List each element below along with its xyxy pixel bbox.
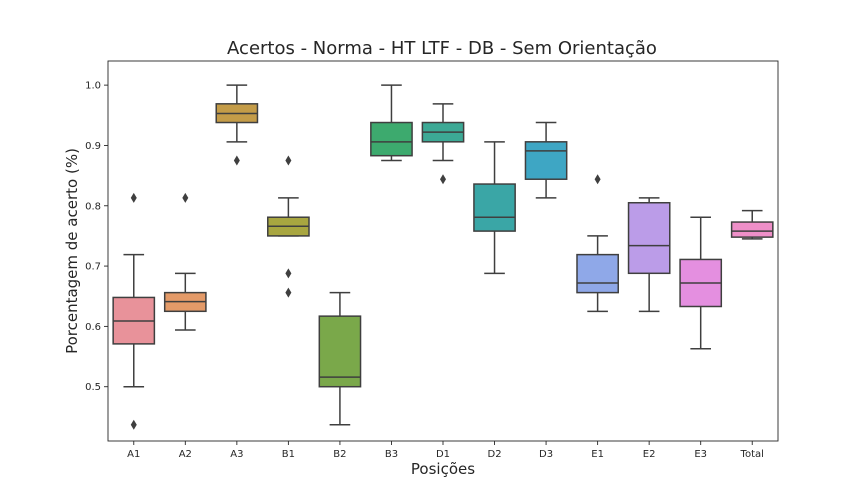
outlier-point [285,155,292,166]
x-tick-label: A2 [179,449,192,460]
iqr-box [473,183,516,232]
y-tick-label: 1.0 [85,81,101,92]
outlier-point [130,192,137,203]
y-axis: 0.5 0.6 0.7 0.8 0.9 1.0 [85,81,108,393]
outlier-point [285,268,292,279]
box-d2 [473,141,516,275]
y-tick-label: 0.6 [85,322,101,333]
box-b1 [267,155,310,298]
x-tick-label: D3 [539,449,553,460]
iqr-box [524,141,568,180]
x-tick-label: A1 [127,449,140,460]
box-a2 [163,192,207,331]
x-tick-label: D2 [488,449,502,460]
outlier-point [233,155,240,166]
iqr-box [627,201,671,275]
box-e2 [627,197,671,313]
x-tick-label: B3 [385,449,398,460]
iqr-box [318,315,362,388]
outlier-point [440,174,446,185]
x-tick-label: A3 [230,449,243,460]
outlier-point [285,287,292,298]
box-e1 [576,174,619,313]
box-a3 [215,84,259,166]
box-d1 [421,103,465,185]
x-tick-label: Total [740,449,764,460]
x-axis: A1 A2 A3 B1 B2 B3 D1 D2 D3 E1 E2 E3 Total [127,441,764,460]
x-tick-label: B2 [333,449,346,460]
box-total [730,209,774,240]
box-e3 [679,216,723,350]
iqr-box [370,121,413,157]
x-axis-label: Posições [411,460,475,478]
outlier-point [130,419,137,430]
y-tick-label: 0.7 [85,262,101,273]
box-b2 [318,291,362,426]
y-tick-label: 0.5 [85,382,101,393]
y-axis-label: Porcentagem de acerto (%) [63,148,81,354]
x-tick-label: D1 [436,449,450,460]
outlier-point [594,174,601,185]
chart-title: Acertos - Norma - HT LTF - DB - Sem Orie… [227,38,657,59]
iqr-box [730,221,774,238]
box-b3 [370,84,413,162]
y-tick-label: 0.8 [85,201,101,212]
plot-area [112,84,774,430]
box-a1 [112,192,156,430]
y-tick-label: 0.9 [85,141,101,152]
x-tick-label: B1 [282,449,295,460]
x-tick-label: E3 [694,449,707,460]
x-tick-label: E1 [591,449,604,460]
box-d3 [524,121,568,199]
iqr-box [576,253,619,294]
outlier-point [182,192,189,203]
x-tick-label: E2 [643,449,656,460]
